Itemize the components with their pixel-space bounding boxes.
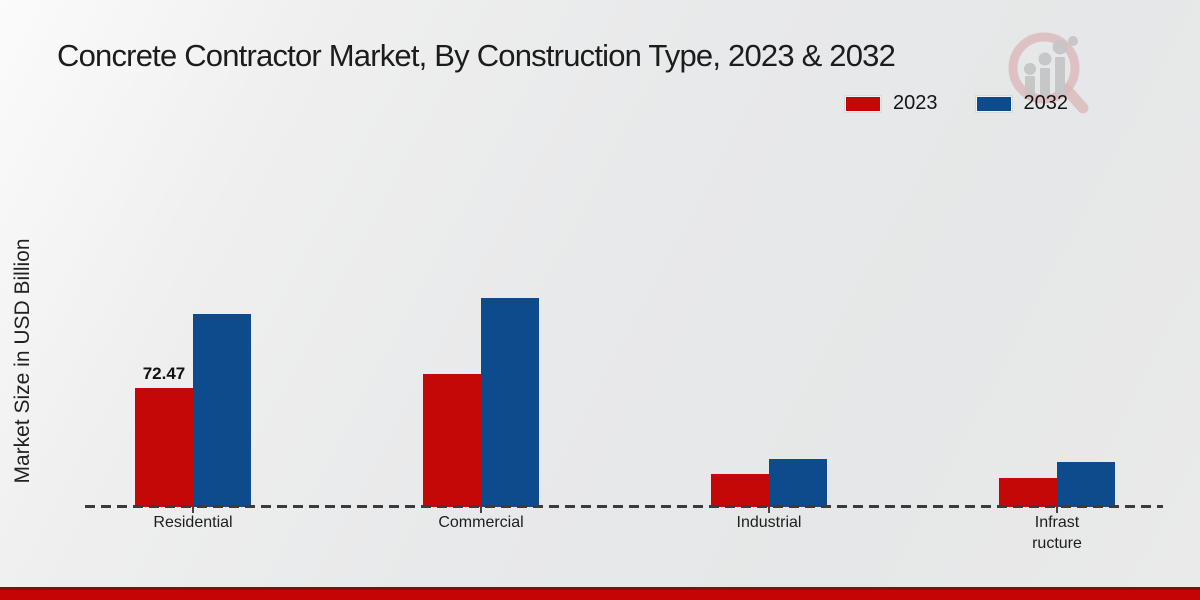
legend-label-2032: 2032 bbox=[1023, 92, 1069, 114]
legend-item-2023: 2023 bbox=[845, 92, 938, 115]
x-axis-tick-residential bbox=[192, 507, 194, 513]
x-axis-tick-infrastructure bbox=[1056, 507, 1058, 513]
bar-2032-commercial bbox=[481, 298, 539, 507]
legend-swatch-2023 bbox=[845, 95, 881, 112]
bar-2032-infrastructure bbox=[1057, 462, 1115, 507]
legend-swatch-2032 bbox=[975, 95, 1012, 112]
bar-2032-industrial bbox=[769, 459, 827, 507]
legend-item-2032: 2032 bbox=[975, 92, 1069, 115]
x-axis-label-residential: Residential bbox=[153, 514, 233, 531]
bar-2032-residential bbox=[193, 314, 251, 507]
legend-label-2023: 2023 bbox=[893, 92, 938, 114]
bar-2023-commercial bbox=[423, 374, 481, 507]
x-axis-label-industrial: Industrial bbox=[736, 514, 802, 531]
bar-data-label: 72.47 bbox=[142, 364, 186, 383]
x-axis-label-commercial: Commercial bbox=[438, 514, 524, 531]
bar-2023-industrial bbox=[711, 474, 769, 507]
bar-2023-infrastructure bbox=[999, 478, 1057, 507]
chart-title: Concrete Contractor Market, By Construct… bbox=[57, 38, 896, 73]
footer-accent-band bbox=[0, 587, 1200, 600]
x-axis-line bbox=[85, 505, 1163, 508]
bar-2023-residential bbox=[135, 388, 193, 507]
x-axis-tick-industrial bbox=[768, 507, 770, 513]
x-axis-label-infrastructure: Infrast ructure bbox=[1032, 514, 1082, 552]
legend: 2023 2032 bbox=[845, 92, 1068, 115]
x-axis-tick-commercial bbox=[480, 507, 482, 513]
magnifier-bar-chart-logo-icon bbox=[1008, 32, 1089, 114]
